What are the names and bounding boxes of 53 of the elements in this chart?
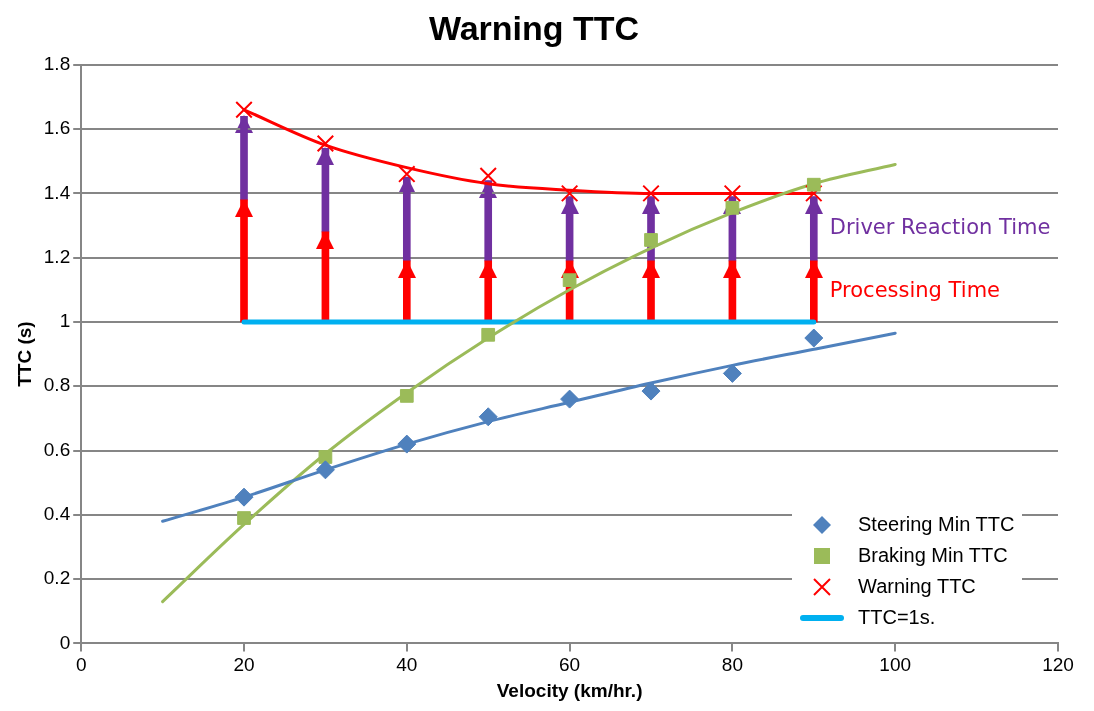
- legend-label: Steering Min TTC: [858, 513, 1015, 537]
- point: [805, 184, 823, 203]
- y-tick-label: 0.8: [43, 374, 71, 396]
- y-tick-label: 1.8: [43, 53, 71, 75]
- y-tick-label: 0: [59, 631, 71, 653]
- x-axis-title: Velocity (km/hr.): [496, 679, 643, 701]
- point: [562, 273, 577, 288]
- x-tick-label: 0: [75, 654, 87, 676]
- point: [644, 233, 658, 247]
- y-tick-label: 1.4: [43, 181, 71, 203]
- chart-title: Warning TTC: [428, 8, 640, 47]
- point: [316, 134, 335, 153]
- y-tick-label: 1.6: [43, 117, 71, 139]
- y-tick-label: 1: [59, 310, 71, 332]
- x-tick-label: 20: [233, 654, 255, 676]
- bar: [484, 180, 493, 262]
- y-tick-label: 0.4: [43, 503, 71, 525]
- legend-label: Warning TTC: [858, 575, 976, 599]
- point: [560, 389, 580, 409]
- legend-label: Braking Min TTC: [858, 544, 1008, 568]
- y-tick-label: 1.2: [43, 245, 71, 267]
- point: [560, 184, 579, 203]
- point: [315, 460, 335, 480]
- point: [234, 487, 254, 507]
- point: [399, 389, 414, 403]
- point: [479, 166, 497, 185]
- x-tick-label: 120: [1042, 654, 1074, 676]
- bar: [240, 115, 248, 201]
- point: [723, 184, 742, 203]
- x-tick-label: 60: [559, 654, 581, 676]
- y-axis-title: TTC (s): [13, 321, 35, 387]
- point: [806, 177, 821, 192]
- point: [804, 328, 824, 348]
- point: [725, 200, 740, 215]
- x-tick-label: 40: [396, 654, 418, 676]
- point: [642, 184, 660, 203]
- y-tick-label: 0.2: [43, 567, 71, 589]
- point: [397, 434, 417, 454]
- point: [641, 381, 661, 401]
- x-tick-label: 100: [879, 654, 912, 676]
- point: [237, 511, 251, 525]
- point: [398, 165, 416, 183]
- point: [318, 450, 333, 464]
- x-tick-label: 80: [721, 654, 743, 676]
- annotation: Driver Reaction Time: [829, 215, 1051, 240]
- point: [481, 327, 496, 342]
- point: [722, 363, 742, 383]
- point: [478, 407, 498, 427]
- y-tick-label: 0.6: [43, 438, 71, 460]
- bar: [402, 176, 411, 262]
- legend-label: TTC=1s.: [858, 606, 936, 630]
- point: [235, 101, 253, 119]
- annotation: Processing Time: [829, 277, 1001, 302]
